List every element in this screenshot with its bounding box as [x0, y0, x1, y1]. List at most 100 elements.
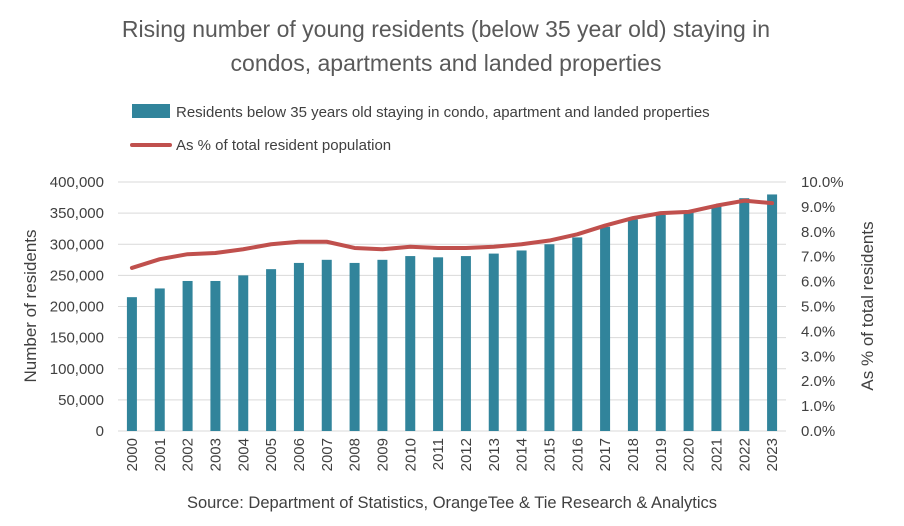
- line-point-2017: [604, 225, 606, 227]
- source-note: Source: Department of Statistics, Orange…: [187, 494, 717, 512]
- x-tick-2009: 2009: [374, 438, 391, 471]
- line-point-2006: [298, 241, 300, 243]
- y-tick-left: 300,000: [50, 236, 104, 253]
- line-point-2010: [409, 246, 411, 248]
- line-point-2015: [548, 240, 550, 242]
- x-tick-2012: 2012: [458, 438, 475, 471]
- x-tick-2005: 2005: [263, 438, 280, 471]
- bar-2023: [767, 194, 778, 431]
- y-tick-left: 400,000: [50, 174, 104, 191]
- chart-title-line-2: condos, apartments and landed properties: [231, 50, 662, 76]
- bar-2019: [655, 214, 666, 431]
- legend-label-line: As % of total resident population: [176, 137, 391, 154]
- line-point-2003: [214, 252, 216, 254]
- x-tick-2017: 2017: [597, 438, 614, 471]
- percent-line: [129, 198, 775, 270]
- bar-2011: [433, 257, 444, 431]
- bar-2006: [293, 262, 304, 431]
- x-tick-2015: 2015: [541, 438, 558, 471]
- y-tick-right: 9.0%: [801, 199, 835, 216]
- gridlines: [118, 181, 786, 432]
- y-tick-right: 6.0%: [801, 274, 835, 291]
- line-point-2023: [771, 202, 773, 204]
- line-point-2002: [187, 253, 189, 255]
- x-tick-2004: 2004: [235, 438, 252, 471]
- y-tick-left: 150,000: [50, 330, 104, 347]
- y-tick-right: 7.0%: [801, 249, 835, 266]
- line-point-2012: [465, 247, 467, 249]
- line-point-2000: [131, 267, 133, 269]
- bar-2004: [238, 275, 249, 431]
- bar-2015: [544, 244, 555, 431]
- y-tick-right: 3.0%: [801, 348, 835, 365]
- bar-2016: [572, 237, 583, 431]
- line-point-2020: [688, 211, 690, 213]
- x-axis-ticks: 2000 2001 2002 2003 2004 2005 2006 2007 2008 2009…: [124, 438, 781, 471]
- x-tick-2008: 2008: [347, 438, 364, 471]
- x-tick-2011: 2011: [430, 438, 447, 470]
- line-point-2005: [270, 243, 272, 245]
- y-tick-right: 8.0%: [801, 224, 835, 241]
- x-tick-2019: 2019: [653, 438, 670, 471]
- y-tick-right: 2.0%: [801, 373, 835, 390]
- line-point-2004: [242, 248, 244, 250]
- bar-2007: [321, 259, 332, 431]
- line-point-2001: [159, 258, 161, 260]
- y-tick-right: 0.0%: [801, 423, 835, 440]
- y-tick-left: 0: [96, 423, 104, 440]
- legend-swatch-bar: [132, 104, 170, 118]
- line-point-2016: [576, 233, 578, 235]
- x-tick-2013: 2013: [486, 438, 503, 471]
- bar-series: [126, 194, 778, 431]
- line-point-2013: [493, 246, 495, 248]
- line-point-2014: [521, 243, 523, 245]
- line-point-2007: [326, 241, 328, 243]
- y-tick-right: 4.0%: [801, 323, 835, 340]
- y-tick-left: 250,000: [50, 267, 104, 284]
- y-axis-left-title: Number of residents: [21, 229, 40, 382]
- y-tick-right: 1.0%: [801, 398, 835, 415]
- line-point-2008: [354, 247, 356, 249]
- bar-2013: [488, 253, 499, 431]
- bar-2020: [683, 211, 694, 431]
- bar-2014: [516, 250, 527, 431]
- x-tick-2010: 2010: [402, 438, 419, 471]
- x-tick-2022: 2022: [736, 438, 753, 471]
- x-tick-2020: 2020: [681, 438, 698, 471]
- bar-2022: [739, 198, 750, 431]
- bar-2018: [627, 219, 638, 431]
- x-tick-2003: 2003: [207, 438, 224, 471]
- bar-2002: [182, 280, 193, 431]
- x-tick-2000: 2000: [124, 438, 141, 471]
- y-tick-right: 5.0%: [801, 299, 835, 316]
- line-point-2019: [660, 212, 662, 214]
- x-tick-2007: 2007: [319, 438, 336, 471]
- x-tick-2021: 2021: [708, 438, 725, 471]
- bar-2008: [349, 262, 360, 431]
- y-axis-right-title: As % of total residents: [858, 221, 877, 390]
- bar-2010: [405, 256, 416, 431]
- bar-2000: [126, 297, 137, 431]
- x-tick-2014: 2014: [514, 438, 531, 471]
- y-tick-right: 10.0%: [801, 174, 844, 191]
- line-point-2021: [715, 205, 717, 207]
- x-tick-2002: 2002: [180, 438, 197, 471]
- y-tick-left: 50,000: [58, 392, 104, 409]
- bar-2001: [154, 288, 165, 431]
- bar-2017: [600, 226, 611, 431]
- x-tick-2023: 2023: [764, 438, 781, 471]
- bar-2005: [266, 269, 277, 431]
- y-axis-left-ticks: 0 50,000 100,000 150,000 200,000 250,000 300,0…: [50, 174, 104, 440]
- chart-title-line-1: Rising number of young residents (below …: [122, 16, 770, 42]
- legend-label-bar: Residents below 35 years old staying in …: [176, 104, 710, 121]
- line-point-2022: [743, 200, 745, 202]
- x-tick-2018: 2018: [625, 438, 642, 471]
- line-point-2018: [632, 217, 634, 219]
- y-tick-left: 100,000: [50, 361, 104, 378]
- y-tick-left: 350,000: [50, 205, 104, 222]
- bar-2009: [377, 259, 388, 431]
- bar-2012: [460, 256, 471, 431]
- line-point-2011: [437, 247, 439, 249]
- x-tick-2006: 2006: [291, 438, 308, 471]
